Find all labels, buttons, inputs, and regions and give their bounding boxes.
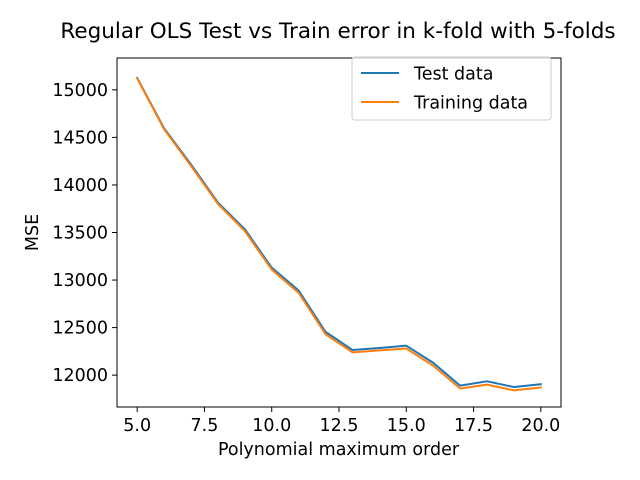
x-tick-label: 15.0: [387, 416, 426, 436]
y-tick-label: 14000: [52, 176, 108, 196]
y-tick-label: 15000: [52, 81, 108, 101]
x-tick-label: 7.5: [191, 416, 219, 436]
x-tick-label: 12.5: [320, 416, 359, 436]
x-tick-label: 10.0: [252, 416, 291, 436]
x-tick-label: 17.5: [454, 416, 493, 436]
y-tick-label: 14500: [52, 128, 108, 148]
y-tick-label: 13500: [52, 224, 108, 244]
y-tick-label: 13000: [52, 271, 108, 291]
x-tick-label: 5.0: [123, 416, 151, 436]
chart-title: Regular OLS Test vs Train error in k-fol…: [60, 19, 615, 44]
legend: Test data Training data: [351, 56, 552, 121]
legend-label-training-data: Training data: [413, 94, 528, 114]
y-axis-label: MSE: [23, 214, 43, 251]
x-tick-label: 20.0: [521, 416, 560, 436]
y-tick-label: 12500: [52, 319, 108, 339]
x-axis-label: Polynomial maximum order: [218, 440, 460, 460]
legend-box: [351, 56, 552, 121]
legend-label-test-data: Test data: [413, 65, 493, 85]
series-line-test-data: [135, 76, 542, 389]
y-tick-label: 12000: [52, 366, 108, 386]
series-line-training-data: [135, 77, 542, 392]
